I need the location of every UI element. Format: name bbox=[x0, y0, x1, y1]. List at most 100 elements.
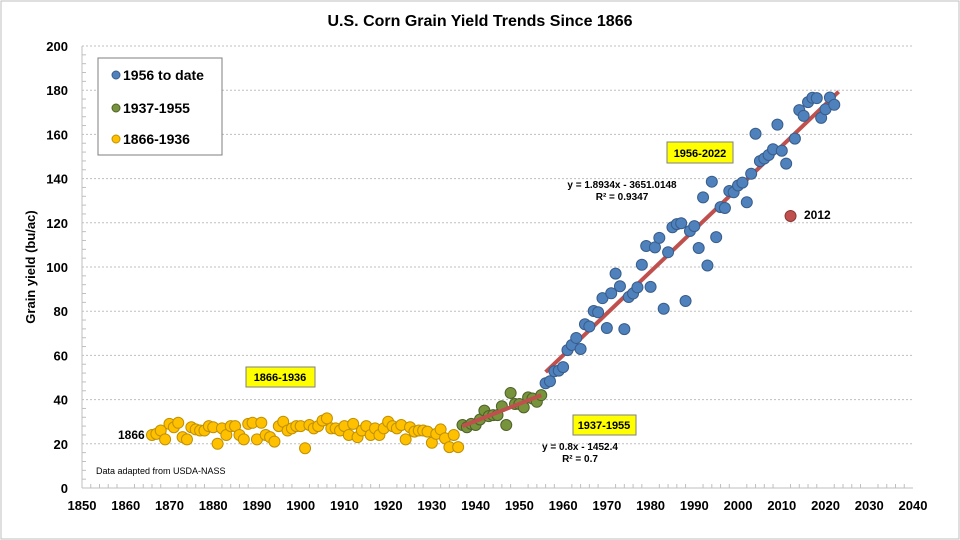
data-point bbox=[797, 109, 810, 122]
x-tick-label: 1900 bbox=[286, 498, 315, 513]
x-tick-label: 1850 bbox=[68, 498, 97, 513]
x-tick-label: 1910 bbox=[330, 498, 359, 513]
x-tick-label: 1990 bbox=[680, 498, 709, 513]
trend-r2-1937: R² = 0.7 bbox=[562, 454, 598, 465]
data-point bbox=[745, 167, 758, 180]
data-point bbox=[657, 302, 670, 315]
x-tick-label: 1880 bbox=[199, 498, 228, 513]
trend-equation-1956: y = 1.8934x - 3651.0148 bbox=[567, 180, 677, 191]
x-tick-label: 1870 bbox=[155, 498, 184, 513]
y-tick-label: 120 bbox=[46, 216, 68, 231]
y-tick-label: 80 bbox=[54, 304, 68, 319]
svg-text:1937-1955: 1937-1955 bbox=[578, 420, 631, 432]
data-point bbox=[500, 419, 513, 432]
data-point bbox=[180, 433, 193, 446]
trend-equation-1937: y = 0.8x - 1452.4 bbox=[542, 442, 618, 453]
data-point bbox=[631, 281, 644, 294]
svg-text:1956-2022: 1956-2022 bbox=[674, 148, 727, 160]
x-tick-label: 2010 bbox=[767, 498, 796, 513]
data-point bbox=[613, 280, 626, 293]
legend-marker-1937 bbox=[111, 103, 121, 113]
data-point bbox=[557, 361, 570, 374]
y-tick-label: 140 bbox=[46, 172, 68, 187]
data-point bbox=[701, 259, 714, 272]
x-tick-label: 2020 bbox=[811, 498, 840, 513]
label-2012: 2012 bbox=[804, 208, 831, 222]
data-point bbox=[780, 157, 793, 170]
x-tick-label: 1920 bbox=[374, 498, 403, 513]
data-point bbox=[237, 433, 250, 446]
legend: 1956 to date 1937-1955 1866-1936 bbox=[97, 57, 223, 156]
data-point bbox=[771, 118, 784, 131]
data-point bbox=[810, 92, 823, 105]
data-point bbox=[692, 241, 705, 254]
data-point bbox=[697, 191, 710, 204]
data-point bbox=[688, 220, 701, 233]
data-point bbox=[605, 287, 618, 300]
data-point bbox=[211, 437, 224, 450]
y-tick-label: 180 bbox=[46, 83, 68, 98]
x-tick-label: 1980 bbox=[636, 498, 665, 513]
data-point bbox=[600, 321, 613, 334]
data-point bbox=[644, 280, 657, 293]
trendline-1937-1955 bbox=[461, 393, 542, 428]
chart-title: U.S. Corn Grain Yield Trends Since 1866 bbox=[328, 13, 633, 30]
label-1866: 1866 bbox=[118, 428, 145, 442]
data-point bbox=[268, 435, 281, 448]
label-1956-2022: 1956-2022 bbox=[666, 141, 734, 164]
x-tick-label: 1860 bbox=[111, 498, 140, 513]
y-tick-label: 160 bbox=[46, 127, 68, 142]
data-point bbox=[618, 323, 631, 336]
data-point-2012 bbox=[784, 209, 797, 222]
data-point bbox=[172, 416, 185, 429]
data-point bbox=[736, 176, 749, 189]
data-point bbox=[609, 267, 622, 280]
data-point bbox=[788, 132, 801, 145]
x-tick-label: 2000 bbox=[724, 498, 753, 513]
data-point bbox=[740, 196, 753, 209]
legend-label-1866: 1866-1936 bbox=[123, 131, 190, 147]
x-tick-label: 1960 bbox=[549, 498, 578, 513]
data-point bbox=[543, 375, 556, 388]
data-point bbox=[504, 386, 517, 399]
data-point bbox=[159, 433, 172, 446]
data-point bbox=[653, 231, 666, 244]
label-1866-1936: 1866-1936 bbox=[245, 366, 316, 388]
data-point bbox=[775, 144, 788, 157]
data-point bbox=[320, 412, 333, 425]
label-1937-1955: 1937-1955 bbox=[572, 414, 637, 436]
x-tick-label: 1940 bbox=[461, 498, 490, 513]
legend-marker-1956 bbox=[111, 70, 121, 80]
x-tick-label: 2040 bbox=[899, 498, 928, 513]
data-point bbox=[705, 175, 718, 188]
data-point bbox=[299, 442, 312, 455]
x-tick-label: 1890 bbox=[242, 498, 271, 513]
y-tick-label: 200 bbox=[46, 39, 68, 54]
data-point bbox=[583, 320, 596, 333]
y-tick-label: 100 bbox=[46, 260, 68, 275]
data-point bbox=[675, 217, 688, 230]
data-point bbox=[679, 295, 692, 308]
svg-text:1866-1936: 1866-1936 bbox=[254, 372, 307, 384]
x-tick-label: 1930 bbox=[417, 498, 446, 513]
x-tick-label: 2030 bbox=[855, 498, 884, 513]
data-point bbox=[749, 127, 762, 140]
x-tick-label: 1950 bbox=[505, 498, 534, 513]
y-tick-label: 20 bbox=[54, 437, 68, 452]
legend-label-1956: 1956 to date bbox=[123, 67, 204, 83]
legend-label-1937: 1937-1955 bbox=[123, 100, 190, 116]
x-tick-label: 1970 bbox=[592, 498, 621, 513]
data-point bbox=[347, 417, 360, 430]
data-point bbox=[447, 428, 460, 441]
data-point bbox=[718, 201, 731, 214]
data-point bbox=[399, 433, 412, 446]
data-point bbox=[574, 342, 587, 355]
data-point bbox=[570, 331, 583, 344]
trend-r2-1956: R² = 0.9347 bbox=[596, 192, 649, 203]
y-tick-label: 40 bbox=[54, 393, 68, 408]
y-axis-label: Grain yield (bu/ac) bbox=[23, 210, 38, 323]
data-point bbox=[452, 441, 465, 454]
legend-marker-1866 bbox=[111, 134, 121, 144]
y-tick-label: 60 bbox=[54, 348, 68, 363]
